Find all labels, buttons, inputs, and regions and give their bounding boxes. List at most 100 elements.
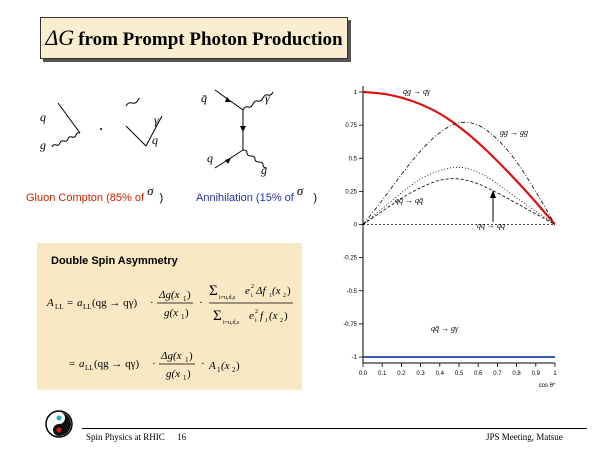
footer-right: JPS Meeting, Matsue bbox=[486, 432, 563, 442]
eq2-x2-sub: 2 bbox=[232, 366, 236, 374]
y-tick-label: -0.25 bbox=[343, 256, 357, 262]
eq2-dg-den-close: ) bbox=[187, 368, 191, 380]
eq-delta-f: Δf bbox=[255, 285, 267, 297]
y-tick-label: 0.75 bbox=[345, 123, 357, 129]
annihilation-sigma: σ bbox=[296, 183, 304, 198]
compton-sigma: σ bbox=[147, 183, 154, 198]
compton-diagram-right: γ q bbox=[125, 98, 163, 147]
y-tick-label: -1 bbox=[352, 355, 358, 361]
eq-dg-den: g(x bbox=[164, 307, 178, 319]
series-line bbox=[362, 90, 556, 226]
eq-dg-den-sub: 1 bbox=[181, 313, 185, 321]
y-tick-label: 0.5 bbox=[349, 156, 358, 162]
eq-sum-den: Σ bbox=[213, 308, 222, 324]
eq2-dg-den: g(x bbox=[166, 368, 180, 380]
eq-lhs-sub: LL bbox=[55, 303, 64, 311]
eq-x2-num: (x bbox=[272, 285, 281, 297]
label-gg-gg: gg → gg bbox=[500, 128, 528, 137]
asymmetry-box: Double Spin Asymmetry A LL = a LL (qg → … bbox=[37, 243, 302, 390]
eq2-x2-close: ) bbox=[236, 360, 240, 372]
eq-sum-den-index: i=u,d,s bbox=[223, 320, 240, 326]
title-box: ΔG from Prompt Photon Production bbox=[40, 17, 348, 59]
title-delta: ΔG bbox=[45, 25, 75, 50]
annihilation-label-gamma: γ bbox=[265, 91, 270, 105]
compton-caption: Gluon Compton (85% of σ) bbox=[26, 183, 164, 205]
eq-f-den: f bbox=[260, 310, 265, 322]
compton-caption-name: Gluon Compton (85% of bbox=[26, 192, 148, 204]
eq2-dg-den-sub: 1 bbox=[183, 374, 187, 382]
annihilation-label-g: g bbox=[261, 163, 267, 177]
compton-label-q2: q bbox=[152, 133, 158, 147]
eq2-dg-num-sub: 1 bbox=[185, 356, 189, 364]
y-tick-label: -0.75 bbox=[343, 322, 357, 328]
eq-e-num: e bbox=[245, 285, 250, 297]
label-arrow-head bbox=[490, 190, 496, 198]
annihilation-label-qbar: q̄ bbox=[201, 91, 207, 105]
footer-left: Spin Physics at RHIC 16 bbox=[86, 432, 186, 442]
x-tick-label: 0.5 bbox=[455, 371, 464, 377]
y-tick-label: -0.5 bbox=[347, 289, 358, 295]
eq-all: a bbox=[77, 297, 83, 309]
title-text: from Prompt Photon Production bbox=[78, 29, 343, 50]
x-tick-label: 0.9 bbox=[532, 371, 541, 377]
x-tick-label: 0.3 bbox=[416, 371, 425, 377]
x-tick-label: 0.1 bbox=[378, 371, 387, 377]
compton-dot bbox=[100, 128, 102, 130]
x-tick-label: 0.4 bbox=[436, 371, 445, 377]
eq-x2-den-sub: 2 bbox=[280, 318, 283, 324]
series-line bbox=[362, 178, 556, 225]
eq-lhs: A bbox=[46, 297, 54, 309]
x-tick-label: 0.8 bbox=[512, 371, 521, 377]
eq2-x2: (x bbox=[221, 360, 230, 372]
eq-dg-den-close: ) bbox=[185, 307, 189, 319]
x-tick-label: 0.7 bbox=[493, 371, 502, 377]
eq-e-den: e bbox=[249, 310, 254, 322]
x-tick-label: 0.2 bbox=[397, 371, 406, 377]
eq2-all-sub: LL bbox=[85, 364, 94, 372]
x-tick-label: 0.6 bbox=[474, 371, 483, 377]
eq-dg-num: Δg(x bbox=[158, 289, 180, 301]
eq2-a1: A bbox=[208, 360, 216, 372]
eq-e-den-sub: i bbox=[255, 318, 257, 324]
x-tick-label: 1 bbox=[553, 371, 557, 377]
eq-equals: = bbox=[67, 297, 73, 309]
eq2-dg-num-close: ) bbox=[189, 350, 193, 362]
eq2-dot2: · bbox=[201, 358, 205, 370]
eq-dot2: · bbox=[199, 297, 203, 309]
annihilation-caption-end: ) bbox=[313, 192, 317, 204]
annihilation-caption-name: Annihilation (15% of bbox=[196, 192, 297, 204]
y-tick-label: 0 bbox=[354, 223, 358, 229]
eq2-dot: · bbox=[152, 358, 156, 370]
eq-f-den-sub: 1 bbox=[265, 318, 268, 324]
eq-dg-num-sub: 1 bbox=[183, 295, 187, 303]
compton-label-g: g bbox=[40, 138, 46, 152]
annihilation-diagram: q̄ γ q g bbox=[201, 89, 274, 177]
label-qqbar-qqbar: qq̄ → qq̄ bbox=[395, 196, 423, 205]
label-qqbar-ggamma: qq̄ → gγ bbox=[431, 324, 459, 333]
eq-dg-num-close: ) bbox=[187, 289, 191, 301]
eq2-dg-num: Δg(x bbox=[160, 350, 182, 362]
eq2-equals: = bbox=[69, 358, 75, 370]
y-tick-label: 1 bbox=[354, 90, 358, 96]
compton-label-gamma: γ bbox=[154, 113, 159, 127]
eq-dot: · bbox=[150, 297, 154, 309]
compton-label-q: q bbox=[40, 110, 46, 124]
eq-x2-num-sub: 2 bbox=[283, 293, 286, 299]
eq2-all: a bbox=[79, 358, 85, 370]
eq-process: (qg → qγ) bbox=[92, 297, 138, 309]
annihilation-label-q: q bbox=[207, 151, 213, 165]
eq2-a1-sub: 1 bbox=[217, 366, 221, 374]
compton-caption-end: ) bbox=[159, 192, 164, 204]
compton-diagram-left: q g bbox=[40, 102, 81, 152]
label-qq-qq: qq → qq bbox=[477, 221, 505, 230]
eq-sum-num: Σ bbox=[209, 283, 218, 299]
asymmetry-plot: 1 0.75 0.5 0.25 0 -0.25 -0.5 -0.75 -1 0.0 0.1 0.2 0.… bbox=[343, 86, 557, 389]
series-line bbox=[362, 121, 556, 225]
footer-page-number: 16 bbox=[177, 432, 187, 442]
annihilation-caption: Annihilation (15% of σ) bbox=[196, 183, 317, 205]
label-qg-qgamma: qg → qγ bbox=[403, 87, 431, 96]
eq-sum-num-index: i=u,d,s bbox=[219, 295, 236, 301]
eq-all-sub: LL bbox=[83, 303, 92, 311]
y-tick-label: 0.25 bbox=[345, 189, 357, 195]
asymmetry-title: Double Spin Asymmetry bbox=[51, 255, 178, 267]
